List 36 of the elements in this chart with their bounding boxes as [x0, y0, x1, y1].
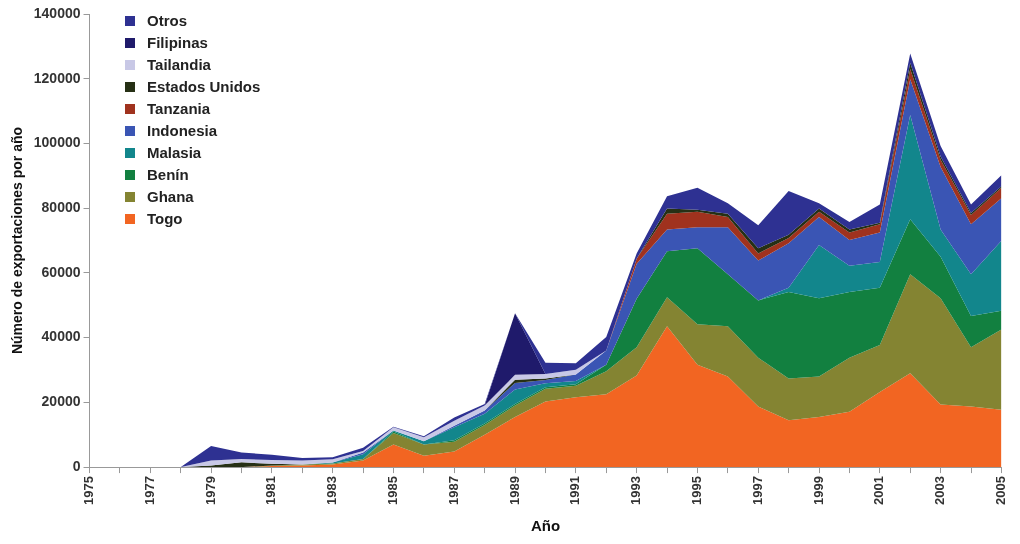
- y-tick-label: 80000: [41, 199, 81, 216]
- y-tick-label: 100000: [33, 134, 81, 151]
- x-tick-label: 1999: [810, 476, 826, 505]
- x-tick-label: 1993: [628, 476, 644, 505]
- x-tick-label: 1985: [385, 476, 401, 505]
- legend-label: Malasia: [147, 143, 202, 163]
- x-tick-label: 1981: [263, 476, 279, 505]
- x-tick-label: 1997: [749, 476, 765, 505]
- x-tick-label: 1987: [445, 476, 461, 505]
- y-tick-label: 0: [72, 457, 81, 474]
- legend-label: Ghana: [147, 187, 194, 207]
- x-tick-label: 1983: [324, 476, 340, 505]
- y-tick-label: 40000: [41, 328, 81, 345]
- legend-label: Tanzania: [147, 99, 211, 119]
- legend-label: Benín: [147, 165, 189, 185]
- legend-label: Estados Unidos: [147, 77, 261, 97]
- x-tick-label: 1975: [81, 476, 97, 505]
- x-tick-label: 2001: [871, 476, 887, 505]
- legend-label: Tailandia: [147, 55, 211, 75]
- y-tick-label: 140000: [33, 4, 81, 21]
- y-tick-label: 20000: [41, 393, 81, 410]
- x-tick-label: 1989: [506, 476, 522, 505]
- legend-label: Togo: [147, 209, 183, 229]
- x-tick-label: 2003: [932, 476, 948, 505]
- y-axis-title: Número de exportaciones por año: [9, 126, 26, 355]
- x-tick-label: 1977: [141, 476, 157, 505]
- x-tick-label: 1979: [202, 476, 218, 505]
- legend-label: Otros: [147, 11, 188, 31]
- legend-label: Indonesia: [147, 121, 218, 141]
- legend-label: Filipinas: [147, 33, 208, 53]
- x-tick-label: 1995: [689, 476, 705, 505]
- x-axis-title: Año: [530, 517, 561, 535]
- y-tick-label: 120000: [33, 69, 81, 86]
- y-tick-label: 60000: [41, 263, 81, 280]
- x-tick-label: 2005: [992, 476, 1008, 505]
- x-tick-label: 1991: [567, 476, 583, 505]
